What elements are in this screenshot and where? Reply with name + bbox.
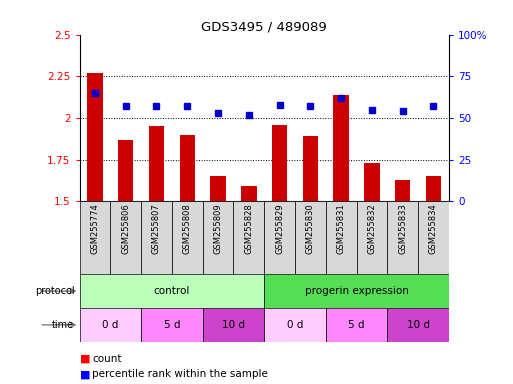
Title: GDS3495 / 489089: GDS3495 / 489089 — [201, 20, 327, 33]
FancyBboxPatch shape — [233, 201, 264, 274]
Text: protocol: protocol — [35, 286, 74, 296]
Bar — [303, 136, 318, 201]
Text: GSM255808: GSM255808 — [183, 204, 192, 254]
FancyBboxPatch shape — [264, 308, 326, 342]
Bar — [149, 126, 164, 201]
Text: time: time — [52, 320, 74, 330]
Text: GSM255830: GSM255830 — [306, 204, 315, 254]
Text: GSM255809: GSM255809 — [213, 204, 223, 254]
Text: 0 d: 0 d — [102, 320, 119, 330]
Bar — [118, 139, 133, 201]
Text: count: count — [92, 354, 122, 364]
FancyBboxPatch shape — [326, 308, 387, 342]
Text: GSM255829: GSM255829 — [275, 204, 284, 254]
FancyBboxPatch shape — [264, 274, 449, 308]
Text: GSM255833: GSM255833 — [398, 204, 407, 254]
Bar — [241, 186, 256, 201]
Bar — [272, 124, 287, 201]
FancyBboxPatch shape — [203, 201, 233, 274]
Text: progerin expression: progerin expression — [305, 286, 408, 296]
Text: percentile rank within the sample: percentile rank within the sample — [92, 369, 268, 379]
Text: GSM255831: GSM255831 — [337, 204, 346, 254]
FancyBboxPatch shape — [203, 308, 264, 342]
Text: GSM255832: GSM255832 — [367, 204, 377, 254]
FancyBboxPatch shape — [264, 201, 295, 274]
FancyBboxPatch shape — [418, 201, 449, 274]
Bar — [395, 180, 410, 201]
FancyBboxPatch shape — [326, 201, 357, 274]
FancyBboxPatch shape — [172, 201, 203, 274]
Text: GSM255774: GSM255774 — [90, 204, 100, 254]
FancyBboxPatch shape — [110, 201, 141, 274]
Bar — [333, 94, 349, 201]
Text: 10 d: 10 d — [222, 320, 245, 330]
Bar — [364, 163, 380, 201]
Text: 5 d: 5 d — [348, 320, 365, 330]
Text: GSM255834: GSM255834 — [429, 204, 438, 254]
Text: 10 d: 10 d — [407, 320, 429, 330]
FancyBboxPatch shape — [295, 201, 326, 274]
FancyBboxPatch shape — [80, 308, 141, 342]
Text: 5 d: 5 d — [164, 320, 180, 330]
FancyBboxPatch shape — [387, 308, 449, 342]
Text: control: control — [154, 286, 190, 296]
FancyBboxPatch shape — [141, 308, 203, 342]
Bar — [87, 73, 103, 201]
Text: GSM255807: GSM255807 — [152, 204, 161, 254]
Bar — [210, 176, 226, 201]
Text: ■: ■ — [80, 369, 93, 379]
FancyBboxPatch shape — [80, 201, 110, 274]
Text: ■: ■ — [80, 354, 93, 364]
Text: 0 d: 0 d — [287, 320, 303, 330]
Text: GSM255828: GSM255828 — [244, 204, 253, 254]
FancyBboxPatch shape — [357, 201, 387, 274]
Bar — [426, 176, 441, 201]
FancyBboxPatch shape — [387, 201, 418, 274]
FancyBboxPatch shape — [141, 201, 172, 274]
Bar — [180, 134, 195, 201]
Text: GSM255806: GSM255806 — [121, 204, 130, 254]
FancyBboxPatch shape — [80, 274, 264, 308]
